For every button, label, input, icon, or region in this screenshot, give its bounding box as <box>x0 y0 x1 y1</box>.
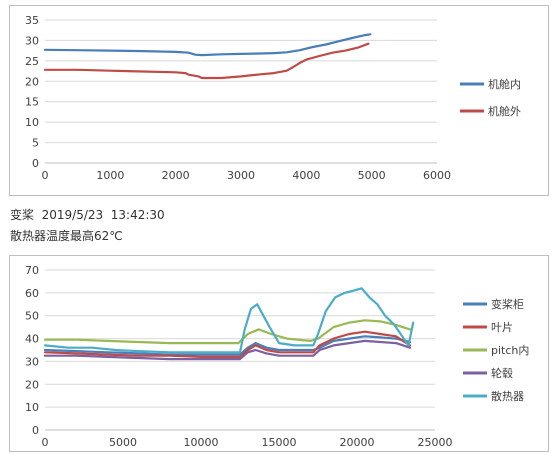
x-tick-label: 5000 <box>109 436 137 449</box>
x-tick-label: 4000 <box>292 169 320 182</box>
x-tick-label: 0 <box>42 169 49 182</box>
legend-label: 机舱内 <box>488 77 521 91</box>
series-line-2 <box>43 42 370 80</box>
y-tick-label: 50 <box>25 310 39 323</box>
y-tick-label: 60 <box>25 287 39 300</box>
x-tick-label: 2000 <box>162 169 190 182</box>
y-tick-label: 15 <box>25 96 39 109</box>
legend-label: pitch内 <box>491 343 529 357</box>
y-tick-label: 35 <box>25 14 39 27</box>
x-tick-label: 25000 <box>418 436 453 449</box>
legend-label: 轮毂 <box>491 366 513 380</box>
legend-label: 机舱外 <box>488 104 521 118</box>
x-tick-label: 15000 <box>262 436 297 449</box>
x-tick-label: 1000 <box>96 169 124 182</box>
gridlines <box>45 269 435 431</box>
y-tick-label: 5 <box>32 137 39 150</box>
y-tick-label: 0 <box>32 157 39 170</box>
chart-nacelle-temperature-svg: 0 5 10 15 20 25 30 35 0 1000 2000 3000 4000 5000 6000 机… <box>25 14 521 182</box>
legend-label: 变桨柜 <box>491 297 524 311</box>
series-line-3 <box>43 319 412 345</box>
y-tick-label: 0 <box>32 424 39 437</box>
chart-pitch-temperature-svg: 0 10 20 30 40 50 60 70 0 5000 10000 15000 20000 25000… <box>25 264 529 449</box>
gridlines <box>45 19 437 164</box>
x-tick-label: 10000 <box>184 436 219 449</box>
x-tick-label: 6000 <box>423 169 451 182</box>
y-tick-label: 25 <box>25 55 39 68</box>
x-tick-label: 5000 <box>358 169 386 182</box>
y-tick-label: 10 <box>25 116 39 129</box>
y-tick-label: 20 <box>25 75 39 88</box>
series-line-5 <box>43 287 415 354</box>
y-tick-label: 30 <box>25 355 39 368</box>
caption-pitch-timestamp: 变桨 2019/5/23 13:42:30 <box>10 208 165 222</box>
x-tick-label: 3000 <box>227 169 255 182</box>
y-tick-label: 20 <box>25 378 39 391</box>
y-tick-label: 10 <box>25 401 39 414</box>
legend-label: 叶片 <box>491 321 513 334</box>
chart-nacelle-temperature: 0 5 10 15 20 25 30 35 0 1000 2000 3000 4000 5000 6000 机… <box>9 5 549 196</box>
y-tick-label: 30 <box>25 34 39 47</box>
series-line-1 <box>43 33 372 57</box>
caption-radiator-max-temp: 散热器温度最高62℃ <box>10 229 123 243</box>
y-tick-label: 40 <box>25 333 39 346</box>
chart-pitch-temperature: 0 10 20 30 40 50 60 70 0 5000 10000 15000 20000 25000… <box>9 255 549 452</box>
x-tick-label: 20000 <box>340 436 375 449</box>
x-tick-label: 0 <box>42 436 49 449</box>
series-line-4 <box>43 339 412 361</box>
series-line-1 <box>43 335 412 356</box>
series-line-2 <box>43 330 412 358</box>
y-tick-label: 70 <box>25 264 39 277</box>
legend-label: 散热器 <box>491 389 524 403</box>
